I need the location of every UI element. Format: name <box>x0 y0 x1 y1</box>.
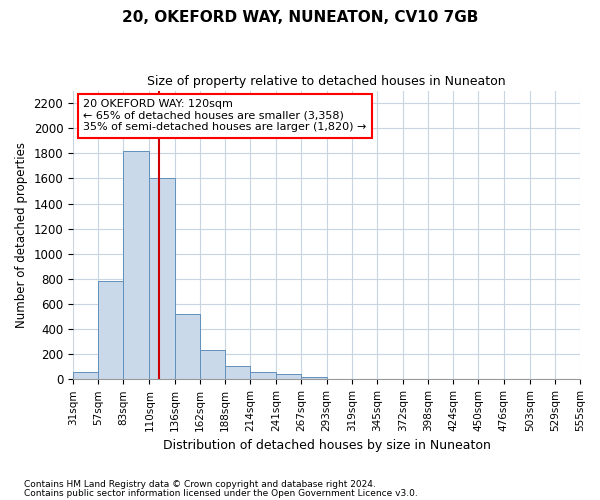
Bar <box>301 377 326 380</box>
X-axis label: Distribution of detached houses by size in Nuneaton: Distribution of detached houses by size … <box>163 440 490 452</box>
Bar <box>124 151 149 380</box>
Title: Size of property relative to detached houses in Nuneaton: Size of property relative to detached ho… <box>147 75 506 88</box>
Bar <box>250 372 276 380</box>
Bar <box>200 350 225 380</box>
Text: Contains public sector information licensed under the Open Government Licence v3: Contains public sector information licen… <box>24 488 418 498</box>
Bar <box>73 372 98 380</box>
Text: 20 OKEFORD WAY: 120sqm
← 65% of detached houses are smaller (3,358)
35% of semi-: 20 OKEFORD WAY: 120sqm ← 65% of detached… <box>83 99 367 132</box>
Bar <box>149 178 175 380</box>
Bar <box>276 374 301 380</box>
Text: 20, OKEFORD WAY, NUNEATON, CV10 7GB: 20, OKEFORD WAY, NUNEATON, CV10 7GB <box>122 10 478 25</box>
Bar <box>175 314 200 380</box>
Text: Contains HM Land Registry data © Crown copyright and database right 2024.: Contains HM Land Registry data © Crown c… <box>24 480 376 489</box>
Bar <box>225 366 250 380</box>
Y-axis label: Number of detached properties: Number of detached properties <box>15 142 28 328</box>
Bar <box>98 282 124 380</box>
